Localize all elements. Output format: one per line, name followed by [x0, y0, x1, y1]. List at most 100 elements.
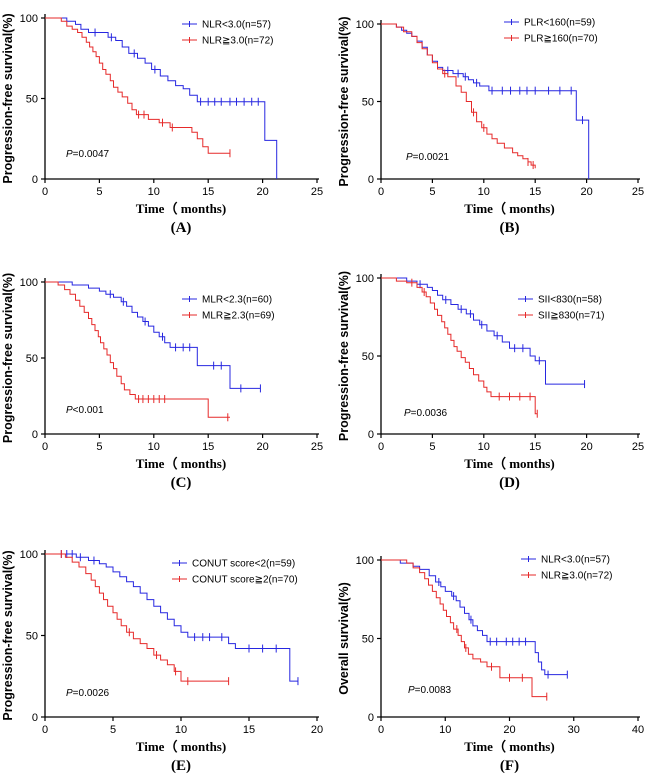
km-panel-5: 0 5 10 15 20 0 50 100 Progression-free survival(… — [1, 549, 323, 774]
km-curve-red — [381, 559, 547, 698]
p-value: P=0.0083 — [408, 685, 452, 696]
legend-label: PLR<160(n=59) — [524, 18, 595, 29]
legend-label: NLR≧3.0(n=72) — [541, 571, 612, 582]
y-tick-label: 0 — [368, 712, 374, 724]
legend-label: CONUT score<2(n=59) — [192, 559, 295, 570]
km-curve-blue — [45, 281, 261, 389]
legend-label: NLR≧3.0(n=72) — [202, 36, 273, 47]
y-tick-label: 0 — [32, 174, 38, 186]
km-curve-blue — [381, 277, 585, 385]
y-axis-title: Progression-free survival(%) — [1, 13, 15, 183]
y-tick-label: 100 — [20, 13, 38, 25]
legend-label: NLR<3.0(n=57) — [541, 555, 610, 566]
x-tick-label: 10 — [148, 441, 160, 453]
y-axis-title: Overall survival(%) — [337, 582, 351, 695]
x-tick-label: 25 — [632, 186, 644, 198]
x-axis-title: Time（ months) — [136, 456, 226, 471]
y-tick-label: 50 — [26, 353, 38, 365]
km-curve-red — [381, 277, 538, 415]
km-curve-red — [45, 17, 230, 154]
legend-label: MLR≧2.3(n=69) — [202, 311, 275, 322]
km-panel-6: 0 10 20 30 40 0 50 100 Overall survival(%) Time（ … — [337, 555, 644, 775]
y-axis-title: Progression-free survival(%) — [337, 16, 351, 186]
p-symbol: P — [66, 149, 73, 160]
y-tick-label: 50 — [362, 97, 374, 109]
legend-label: PLR≧160(n=70) — [524, 34, 598, 45]
x-tick-label: 40 — [632, 724, 644, 736]
y-tick-label: 50 — [26, 94, 38, 106]
x-tick-label: 25 — [632, 441, 644, 453]
km-curve-red — [45, 553, 229, 682]
y-axis-title: Progression-free survival(%) — [1, 550, 15, 720]
p-symbol: P — [408, 685, 415, 696]
x-tick-label: 20 — [256, 441, 268, 453]
x-tick-label: 15 — [202, 441, 214, 453]
panel-label: (D) — [499, 475, 520, 491]
km-panel-4: 0 5 10 15 20 25 0 50 100 Progression-free surviva… — [337, 271, 644, 491]
y-tick-label: 0 — [32, 712, 38, 724]
y-tick-label: 50 — [362, 351, 374, 363]
p-number: =0.0047 — [73, 149, 110, 160]
x-tick-label: 10 — [478, 186, 490, 198]
p-symbol: P — [66, 688, 73, 699]
x-tick-label: 0 — [42, 724, 48, 736]
x-tick-label: 10 — [148, 186, 160, 198]
x-tick-label: 0 — [42, 441, 48, 453]
y-tick-label: 100 — [356, 273, 374, 285]
legend-label: MLR<2.3(n=60) — [202, 295, 272, 306]
y-axis-title: Progression-free survival(%) — [337, 271, 351, 441]
x-tick-label: 25 — [311, 186, 323, 198]
x-tick-label: 10 — [439, 724, 451, 736]
x-tick-label: 20 — [580, 441, 592, 453]
p-value: P=0.0047 — [66, 149, 110, 160]
p-symbol: P — [66, 405, 73, 416]
x-tick-label: 10 — [478, 441, 490, 453]
x-tick-label: 0 — [378, 441, 384, 453]
p-number: <0.001 — [73, 405, 104, 416]
km-curve-blue — [45, 553, 298, 682]
km-curve-blue — [381, 559, 568, 676]
panel-label: (C) — [171, 475, 192, 491]
y-tick-label: 100 — [356, 555, 374, 567]
p-value: P=0.0036 — [404, 408, 448, 419]
p-value: P=0.0026 — [66, 688, 110, 699]
y-tick-label: 0 — [368, 429, 374, 441]
p-symbol: P — [406, 152, 413, 163]
x-axis-title: Time（ months) — [464, 739, 554, 754]
x-tick-label: 15 — [529, 186, 541, 198]
p-number: =0.0083 — [415, 685, 452, 696]
x-tick-label: 15 — [529, 441, 541, 453]
y-tick-label: 100 — [20, 277, 38, 289]
panel-label: (A) — [171, 220, 192, 236]
legend-label: SII≧830(n=71) — [538, 311, 604, 322]
p-number: =0.0036 — [411, 408, 448, 419]
x-axis-title: Time（ months) — [464, 201, 554, 216]
p-value: P<0.001 — [66, 405, 104, 416]
x-tick-label: 20 — [580, 186, 592, 198]
x-tick-label: 5 — [96, 441, 102, 453]
km-panel-1: 0 5 10 15 20 25 0 50 100 Progression-free surviva… — [1, 13, 323, 236]
y-tick-label: 50 — [26, 631, 38, 643]
y-tick-label: 100 — [20, 549, 38, 561]
x-tick-label: 20 — [256, 186, 268, 198]
km-curve-red — [381, 23, 536, 169]
x-tick-label: 0 — [378, 724, 384, 736]
legend-label: SII<830(n=58) — [538, 295, 602, 306]
x-axis-title: Time（ months) — [464, 456, 554, 471]
y-tick-label: 100 — [356, 19, 374, 31]
x-tick-label: 20 — [311, 724, 323, 736]
panel-label: (E) — [171, 758, 191, 774]
panel-label: (F) — [500, 758, 519, 774]
legend-label: CONUT score≧2(n=70) — [192, 575, 298, 586]
y-tick-label: 0 — [32, 429, 38, 441]
x-tick-label: 15 — [202, 186, 214, 198]
panel-label: (B) — [500, 220, 520, 236]
x-tick-label: 5 — [110, 724, 116, 736]
legend-label: NLR<3.0(n=57) — [202, 20, 271, 31]
x-tick-label: 20 — [503, 724, 515, 736]
x-tick-label: 25 — [311, 441, 323, 453]
x-tick-label: 15 — [243, 724, 255, 736]
x-tick-label: 5 — [96, 186, 102, 198]
x-tick-label: 5 — [429, 441, 435, 453]
km-curve-blue — [45, 17, 278, 179]
